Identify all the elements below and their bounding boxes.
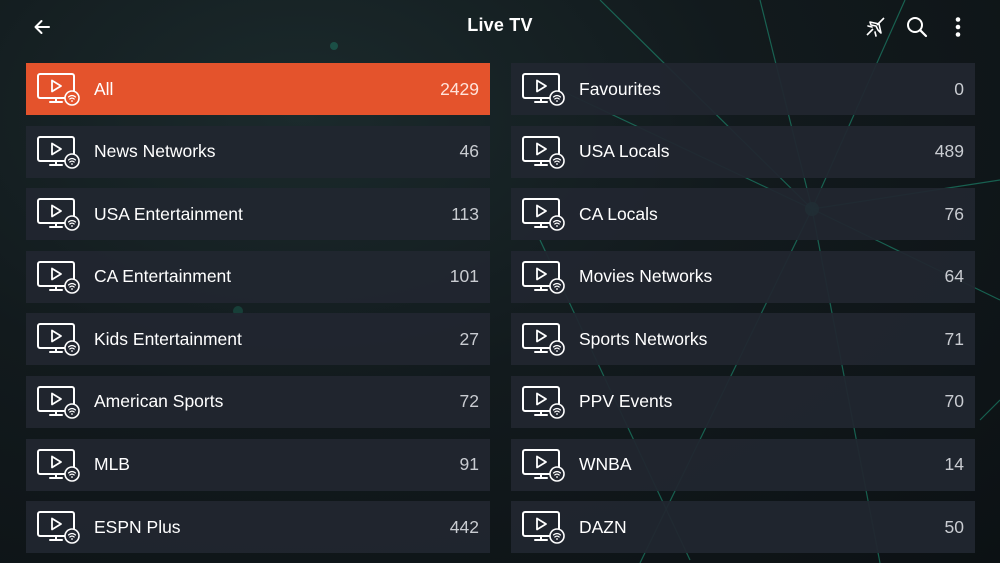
category-count: 72 bbox=[459, 391, 479, 412]
category-tile-sports-networks[interactable]: Sports Networks 71 bbox=[511, 313, 975, 366]
category-tile-favourites[interactable]: Favourites 0 bbox=[511, 63, 975, 115]
live-tv-icon bbox=[37, 511, 80, 544]
category-label: All bbox=[94, 78, 114, 99]
category-count: 76 bbox=[944, 203, 964, 224]
airplane-button[interactable] bbox=[860, 11, 892, 43]
live-tv-icon bbox=[37, 385, 80, 419]
search-icon bbox=[907, 17, 928, 38]
live-tv-icon bbox=[37, 260, 80, 294]
live-tv-icon bbox=[37, 73, 80, 106]
category-tile-mlb[interactable]: MLB 91 bbox=[26, 438, 490, 491]
live-tv-icon bbox=[37, 323, 80, 357]
category-tile-movies-networks[interactable]: Movies Networks 64 bbox=[511, 250, 975, 303]
category-label: ESPN Plus bbox=[94, 516, 181, 537]
category-count: 91 bbox=[459, 454, 479, 475]
category-label: News Networks bbox=[94, 141, 216, 162]
category-label: DAZN bbox=[579, 516, 627, 537]
category-count: 101 bbox=[449, 266, 479, 287]
category-tile-ca-entertainment[interactable]: CA Entertainment 101 bbox=[26, 250, 490, 303]
more-options-button[interactable] bbox=[942, 11, 974, 43]
more-vert-icon bbox=[955, 17, 961, 37]
live-tv-icon bbox=[522, 135, 565, 169]
airplane-icon bbox=[866, 17, 885, 37]
back-button[interactable] bbox=[26, 11, 58, 43]
category-tile-dazn[interactable]: DAZN 50 bbox=[511, 501, 975, 554]
category-tile-ca-locals[interactable]: CA Locals 76 bbox=[511, 188, 975, 241]
category-count: 64 bbox=[944, 266, 964, 287]
live-tv-icon bbox=[522, 385, 565, 419]
live-tv-icon bbox=[522, 260, 565, 294]
category-count: 489 bbox=[934, 141, 964, 162]
category-tile-usa-locals[interactable]: USA Locals 489 bbox=[511, 125, 975, 178]
live-tv-icon bbox=[522, 448, 565, 482]
category-label: WNBA bbox=[579, 454, 632, 475]
category-tile-ppv-events[interactable]: PPV Events 70 bbox=[511, 375, 975, 428]
category-tile-espn-plus[interactable]: ESPN Plus 442 bbox=[26, 501, 490, 554]
category-count: 2429 bbox=[440, 78, 479, 99]
category-grid: All 2429 Favourites 0 News Networks 46 bbox=[26, 63, 975, 554]
live-tv-icon bbox=[37, 448, 80, 482]
live-tv-icon bbox=[37, 198, 80, 231]
category-count: 0 bbox=[954, 78, 964, 99]
live-tv-icon bbox=[522, 198, 565, 231]
category-count: 113 bbox=[451, 203, 479, 224]
page-title: Live TV bbox=[467, 15, 533, 35]
category-tile-wnba[interactable]: WNBA 14 bbox=[511, 438, 975, 491]
live-tv-icon bbox=[37, 135, 80, 169]
category-label: Movies Networks bbox=[579, 266, 713, 287]
category-label: American Sports bbox=[94, 391, 224, 412]
category-count: 14 bbox=[944, 454, 964, 475]
category-label: Favourites bbox=[579, 78, 661, 99]
search-button[interactable] bbox=[901, 11, 933, 43]
live-tv-icon bbox=[522, 511, 565, 544]
live-tv-icon bbox=[522, 73, 565, 106]
category-label: MLB bbox=[94, 454, 130, 475]
category-tile-usa-entertainment[interactable]: USA Entertainment 113 bbox=[26, 188, 490, 241]
arrow-left-icon bbox=[34, 20, 50, 34]
category-label: CA Entertainment bbox=[94, 266, 232, 287]
category-count: 71 bbox=[944, 328, 964, 349]
category-tile-news-networks[interactable]: News Networks 46 bbox=[26, 125, 490, 178]
category-count: 46 bbox=[459, 141, 479, 162]
category-label: USA Entertainment bbox=[94, 203, 243, 224]
category-count: 442 bbox=[449, 516, 479, 537]
category-tile-american-sports[interactable]: American Sports 72 bbox=[26, 375, 490, 428]
category-tile-all[interactable]: All 2429 bbox=[26, 63, 490, 115]
category-label: Kids Entertainment bbox=[94, 328, 242, 349]
category-count: 27 bbox=[459, 328, 479, 349]
live-tv-icon bbox=[522, 323, 565, 357]
category-label: USA Locals bbox=[579, 141, 670, 162]
top-bar: Live TV bbox=[0, 0, 1000, 54]
category-label: Sports Networks bbox=[579, 328, 708, 349]
category-label: PPV Events bbox=[579, 391, 673, 412]
category-label: CA Locals bbox=[579, 203, 658, 224]
category-tile-kids-entertainment[interactable]: Kids Entertainment 27 bbox=[26, 313, 490, 366]
category-count: 70 bbox=[944, 391, 964, 412]
category-count: 50 bbox=[944, 516, 964, 537]
